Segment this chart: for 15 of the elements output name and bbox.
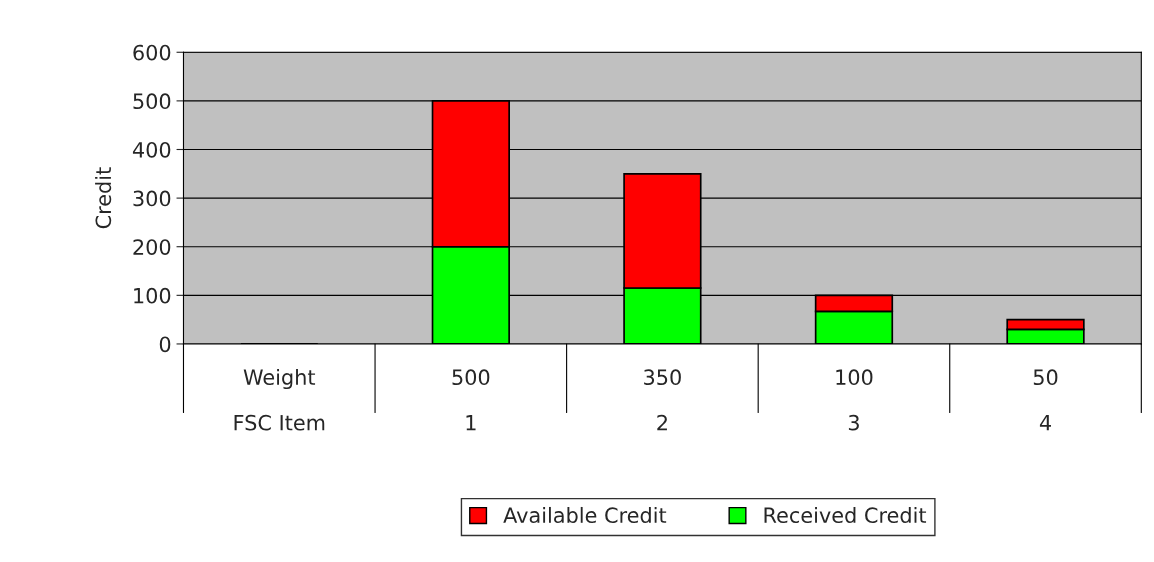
y-tick-label: 300 bbox=[133, 190, 171, 207]
legend-label: Received Credit bbox=[764, 506, 927, 524]
y-tick-label: 600 bbox=[133, 44, 171, 61]
legend-label: Available Credit bbox=[503, 506, 667, 524]
y-tick-label: 500 bbox=[133, 93, 171, 110]
category-label: 500 1 bbox=[452, 369, 490, 431]
y-tick-label: 0 bbox=[159, 336, 171, 353]
y-tick-label: 200 bbox=[133, 239, 171, 255]
category-label: Weight FSC Item bbox=[234, 368, 325, 431]
category-label: 350 2 bbox=[644, 369, 681, 431]
category-label: 50 4 bbox=[1033, 369, 1058, 431]
y-tick-label: 400 bbox=[132, 141, 171, 158]
y-axis-title: Credit bbox=[95, 167, 112, 229]
category-label: 100 3 bbox=[836, 369, 873, 431]
y-tick-label: 100 bbox=[134, 287, 171, 304]
